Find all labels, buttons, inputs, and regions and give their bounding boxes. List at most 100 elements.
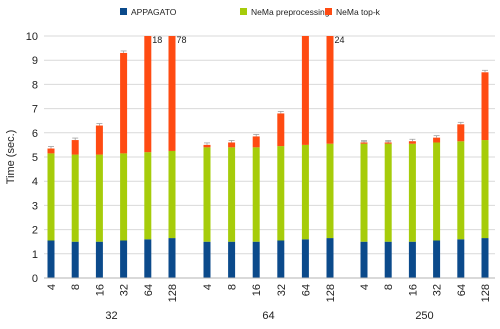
bar-segment xyxy=(360,143,368,242)
bar-segment xyxy=(252,241,260,278)
x-tick-label: 32 xyxy=(276,284,288,296)
bar-segment xyxy=(326,36,334,144)
bar-segment xyxy=(384,241,392,278)
bar-segment xyxy=(252,147,260,242)
bar-segment xyxy=(95,125,103,155)
bar-segment xyxy=(481,140,489,239)
x-tick-label: 128 xyxy=(480,284,492,302)
bar-segment xyxy=(301,36,309,145)
x-tick-label: 32 xyxy=(119,284,131,296)
y-tick-label: 5 xyxy=(32,152,38,164)
bar-segment xyxy=(408,143,416,242)
legend: APPAGATO NeMa preprocessing NeMa top-k xyxy=(120,7,381,17)
x-tick-label: 4 xyxy=(359,284,371,290)
bar-segment xyxy=(120,153,128,241)
bar-segment xyxy=(71,140,79,155)
bar-segment xyxy=(408,141,416,144)
bar-segment xyxy=(481,72,489,141)
x-tick-label: 8 xyxy=(70,284,82,290)
y-tick-label: 7 xyxy=(32,104,38,116)
bar-segment xyxy=(144,152,152,240)
bar-segment xyxy=(433,137,441,143)
bar-segment xyxy=(360,241,368,278)
x-tick-label: 128 xyxy=(325,284,337,302)
y-axis-title: Time (sec.) xyxy=(5,130,17,185)
bar-segment xyxy=(228,241,236,278)
legend-label: NeMa top-k xyxy=(336,7,381,17)
x-tick-label: 4 xyxy=(202,284,214,290)
bar-segment xyxy=(301,144,309,240)
bar-segment xyxy=(301,239,309,278)
x-tick-label: 128 xyxy=(167,284,179,302)
bar-segment xyxy=(360,142,368,144)
bar-segment xyxy=(433,240,441,278)
bar-segment xyxy=(228,142,236,148)
bar-segment xyxy=(95,241,103,278)
bar-segment xyxy=(144,36,152,153)
bar-segment xyxy=(168,150,176,239)
bar-segment xyxy=(252,136,260,148)
bar-segment xyxy=(481,238,489,278)
x-tick-label: 8 xyxy=(227,284,239,290)
y-tick-label: 4 xyxy=(32,176,38,188)
y-tick-label: 3 xyxy=(32,200,38,212)
bar-segment xyxy=(277,240,285,278)
x-tick-label: 16 xyxy=(94,284,106,296)
bars xyxy=(47,36,489,278)
bar-segment xyxy=(168,36,176,151)
bar-segment xyxy=(168,238,176,278)
y-tick-label: 1 xyxy=(32,249,38,261)
bar-segment xyxy=(228,147,236,242)
legend-swatch xyxy=(325,8,332,15)
y-tick-label: 9 xyxy=(32,55,38,67)
x-tick-label: 16 xyxy=(251,284,263,296)
x-tick-label: 4 xyxy=(46,284,58,290)
bar-segment xyxy=(71,154,79,242)
y-tick-label: 2 xyxy=(32,225,38,237)
bar-segment xyxy=(457,141,465,240)
bar-segment xyxy=(71,241,79,278)
bar-segment xyxy=(95,154,103,242)
gridlines xyxy=(44,35,495,279)
bar-segment xyxy=(144,239,152,278)
legend-label: NeMa preprocessing xyxy=(251,7,330,17)
bar-segment xyxy=(203,144,211,148)
legend-swatch xyxy=(240,8,247,15)
y-tick-label: 10 xyxy=(26,31,38,43)
x-tick-label: 64 xyxy=(456,284,468,296)
x-tick-label: 64 xyxy=(300,284,312,296)
x-tick-label: 8 xyxy=(383,284,395,290)
bar-segment xyxy=(47,153,55,241)
bar-segment xyxy=(384,142,392,144)
x-tick-label: 64 xyxy=(143,284,155,296)
bar-segment xyxy=(326,238,334,278)
bar-segment xyxy=(120,52,128,154)
bar-segment xyxy=(433,142,441,241)
y-tick-label: 0 xyxy=(32,273,38,285)
bar-segment xyxy=(47,148,55,154)
bar-segment xyxy=(326,143,334,239)
x-tick-label: 32 xyxy=(432,284,444,296)
bar-segment xyxy=(408,241,416,278)
bar-segment xyxy=(203,147,211,242)
bar-segment xyxy=(120,240,128,278)
bar-segment xyxy=(457,124,465,142)
bar-segment xyxy=(384,143,392,242)
group-label: 64 xyxy=(262,310,274,322)
legend-label: APPAGATO xyxy=(131,7,177,17)
bar-segment xyxy=(203,241,211,278)
legend-swatch xyxy=(120,8,127,15)
bar-segment xyxy=(47,240,55,278)
y-tick-label: 6 xyxy=(32,128,38,140)
truncated-value-label: 24 xyxy=(335,35,345,45)
bar-segment xyxy=(457,239,465,278)
y-tick-label: 8 xyxy=(32,79,38,91)
bar-segment xyxy=(277,146,285,241)
truncated-value-label: 18 xyxy=(152,35,162,45)
bar-segment xyxy=(277,113,285,147)
truncated-value-label: 78 xyxy=(177,35,187,45)
x-tick-label: 16 xyxy=(407,284,419,296)
